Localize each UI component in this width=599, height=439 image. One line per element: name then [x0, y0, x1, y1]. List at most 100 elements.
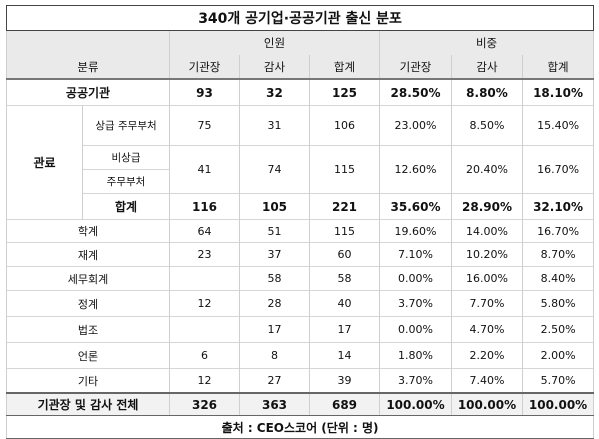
- cell-value: 2.50%: [521, 316, 595, 343]
- header-auditor-count: 감사: [239, 55, 310, 80]
- cell-value: 37: [239, 242, 310, 267]
- cell-value: 105: [239, 193, 310, 220]
- cell-value: 3.70%: [379, 290, 452, 317]
- distribution-table-container: 340개 공기업·공공기관 출신 분포 인원 비중 분류 기관장 감사 합계 기…: [5, 5, 595, 439]
- cell-value: 16.00%: [451, 266, 523, 291]
- cell-value: 64: [169, 219, 240, 243]
- cell-value: 74: [239, 145, 310, 194]
- table-row-bureaucrat-subtotal: 합계 116 105 221 35.60% 28.90% 32.10%: [7, 193, 595, 220]
- distribution-table: 340개 공기업·공공기관 출신 분포 인원 비중 분류 기관장 감사 합계 기…: [5, 5, 595, 439]
- cell-value: 75: [169, 105, 240, 146]
- cell-value: 115: [309, 145, 380, 194]
- cell-value: 51: [239, 219, 310, 243]
- cell-value: 14.00%: [451, 219, 523, 243]
- table-row-public: 공공기관 93 32 125 28.50% 8.80% 18.10%: [6, 79, 595, 106]
- row-label: 세무회계: [6, 266, 170, 291]
- header-row-sub: 분류 기관장 감사 합계 기관장 감사 합계: [6, 55, 595, 80]
- cell-value: 28: [239, 290, 310, 317]
- cell-value: 17: [239, 316, 310, 343]
- header-head-ratio: 기관장: [379, 55, 452, 80]
- cell-value: 12.60%: [379, 145, 452, 194]
- cell-value: 15.40%: [521, 105, 595, 146]
- cell-value: 40: [309, 290, 380, 317]
- cell-value: 326: [169, 392, 240, 416]
- cell-value: 125: [309, 79, 380, 106]
- row-label: 법조: [6, 316, 170, 343]
- cell-value: 7.10%: [379, 242, 452, 267]
- row-group-label-bureaucrat: 관료: [6, 105, 83, 220]
- table-row-bureaucrat-upper: 관료 상급 주무부처 75 31 106 23.00% 8.50% 15.40%: [6, 105, 595, 220]
- row-label: 공공기관: [6, 79, 170, 106]
- row-label: 기타: [6, 368, 170, 393]
- cell-value: 1.80%: [379, 342, 452, 369]
- table-row-bureaucrat-nonupper: 비상급 41 74 115 12.60% 20.40% 16.70%: [7, 145, 595, 194]
- header-row-groups: 인원 비중: [6, 30, 595, 55]
- header-sum-count: 합계: [309, 55, 380, 80]
- cell-value: 100.00%: [521, 392, 595, 416]
- cell-value: 20.40%: [451, 145, 523, 194]
- cell-value: 2.00%: [521, 342, 595, 369]
- cell-value: 5.80%: [521, 290, 595, 317]
- cell-value: 5.70%: [521, 368, 595, 393]
- cell-value: 12: [169, 368, 240, 393]
- cell-value: 6: [169, 342, 240, 369]
- source-row: 출처 : CEO스코어 (단위 : 명): [5, 415, 595, 439]
- title-row: 340개 공기업·공공기관 출신 분포: [5, 5, 595, 31]
- header-head-count: 기관장: [169, 55, 240, 80]
- cell-value: 31: [239, 105, 310, 146]
- cell-value: 41: [169, 145, 240, 194]
- cell-value: 28.50%: [379, 79, 452, 106]
- header-group-ratio: 비중: [378, 30, 595, 55]
- cell-value: 2.20%: [451, 342, 523, 369]
- cell-value: 16.70%: [521, 219, 595, 243]
- cell-value: 100.00%: [379, 392, 452, 416]
- cell-value: 32.10%: [521, 193, 595, 220]
- table-row-bureaucrat-nonupper-cont: 주무부처: [7, 169, 594, 194]
- cell-value: 35.60%: [379, 193, 452, 220]
- cell-value: [169, 316, 240, 343]
- cell-value: 32: [239, 79, 310, 106]
- cell-value: 100.00%: [451, 392, 523, 416]
- cell-value: 12: [169, 290, 240, 317]
- row-label: 정계: [6, 290, 170, 317]
- cell-value: 19.60%: [379, 219, 452, 243]
- cell-value: 18.10%: [521, 79, 595, 106]
- cell-value: 221: [309, 193, 380, 220]
- row-label: 기관장 및 감사 전체: [6, 392, 170, 416]
- row-label: 학계: [6, 219, 170, 243]
- cell-value: 363: [239, 392, 310, 416]
- cell-value: 27: [239, 368, 310, 393]
- cell-value: 10.20%: [451, 242, 523, 267]
- cell-value: 3.70%: [379, 368, 452, 393]
- table-row-legal: 법조 17 17 0.00% 4.70% 2.50%: [6, 316, 595, 343]
- source-note: 출처 : CEO스코어 (단위 : 명): [5, 415, 595, 439]
- cell-value: 14: [309, 342, 380, 369]
- cell-value: 16.70%: [521, 145, 595, 194]
- row-label: 재계: [6, 242, 170, 267]
- cell-value: 8.70%: [521, 242, 595, 267]
- cell-value: 106: [309, 105, 380, 146]
- header-auditor-ratio: 감사: [451, 55, 523, 80]
- row-label: 상급 주무부처: [82, 105, 170, 146]
- cell-value: 4.70%: [451, 316, 523, 343]
- row-label: 언론: [6, 342, 170, 369]
- cell-value: 60: [309, 242, 380, 267]
- cell-value: 7.40%: [451, 368, 523, 393]
- cell-value: 58: [239, 266, 310, 291]
- cell-value: 0.00%: [379, 316, 452, 343]
- header-group-staff: 인원: [169, 30, 380, 55]
- cell-value: 93: [169, 79, 240, 106]
- cell-value: 39: [309, 368, 380, 393]
- cell-value: 8.40%: [521, 266, 595, 291]
- cell-value: 23.00%: [379, 105, 452, 146]
- table-row-academia: 학계 64 51 115 19.60% 14.00% 16.70%: [6, 219, 595, 243]
- table-row-politics: 정계 12 28 40 3.70% 7.70% 5.80%: [6, 290, 595, 317]
- cell-value: 0.00%: [379, 266, 452, 291]
- row-label-line1: 비상급: [82, 145, 170, 170]
- table-title: 340개 공기업·공공기관 출신 분포: [5, 5, 595, 31]
- cell-value: 23: [169, 242, 240, 267]
- header-classification: 분류: [6, 55, 170, 80]
- cell-value: 8: [239, 342, 310, 369]
- cell-value: 7.70%: [451, 290, 523, 317]
- row-label: 합계: [82, 193, 170, 220]
